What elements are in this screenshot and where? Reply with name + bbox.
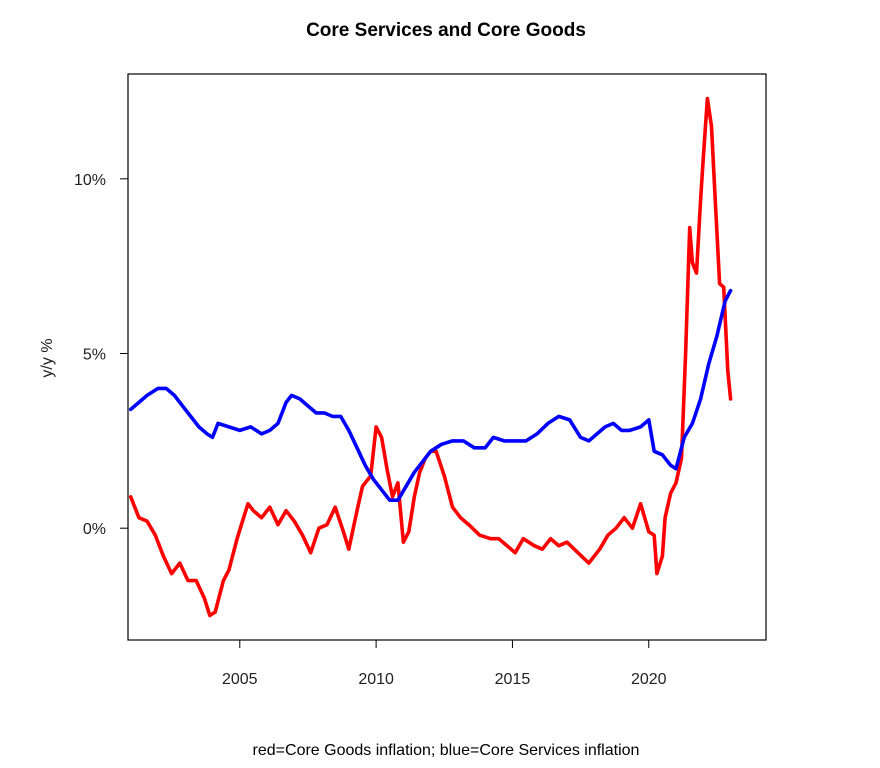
x-axis: 2005 2010 2015 2020: [222, 639, 667, 688]
series-line-red: [128, 96, 733, 618]
y-tick-label: 5%: [83, 347, 106, 364]
y-tick-label: 10%: [74, 172, 106, 189]
x-tick-label: 2010: [358, 671, 394, 688]
series-layer: [128, 96, 733, 618]
y-tick-label: 0%: [83, 521, 106, 538]
chart-title: Core Services and Core Goods: [306, 20, 586, 41]
y-axis: 0% 5% 10%: [74, 172, 129, 538]
y-axis-label: y/y %: [39, 338, 56, 377]
x-tick-label: 2020: [631, 671, 667, 688]
x-tick-label: 2005: [222, 671, 258, 688]
x-tick-label: 2015: [495, 671, 531, 688]
x-axis-caption: red=Core Goods inflation; blue=Core Serv…: [253, 742, 640, 759]
series-line-blue: [128, 288, 733, 502]
plot-frame: [127, 73, 767, 641]
